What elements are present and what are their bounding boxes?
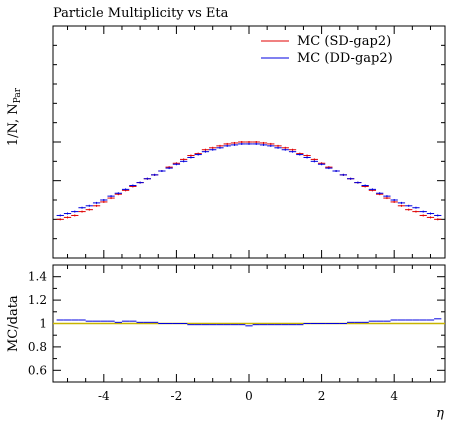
ratio-panel-points — [56, 318, 442, 327]
x-tick-label: 4 — [390, 389, 398, 403]
x-axis-ticks: -4 -2 0 2 4 — [67, 26, 431, 403]
ratio-y-tick-label: 0.8 — [28, 340, 47, 354]
x-tick-label: -2 — [171, 389, 183, 403]
x-axis-label: η — [436, 406, 444, 421]
x-tick-label: -4 — [98, 389, 110, 403]
chart-title: Particle Multiplicity vs Eta — [53, 6, 229, 21]
main-ylabel-sub: Par — [13, 87, 23, 103]
main-ylabel: 1/N, NPar — [6, 87, 23, 146]
x-tick-label: 2 — [318, 389, 326, 403]
legend: MC (SD-gap2) MC (DD-gap2) — [261, 34, 393, 66]
ratio-panel-ticks: 0.6 0.8 1 1.2 1.4 — [28, 264, 445, 383]
ratio-y-tick-label: 1.4 — [28, 270, 47, 284]
main-panel-ticks — [53, 25, 445, 259]
ratio-y-tick-label: 0.6 — [28, 363, 47, 377]
main-panel-points — [56, 141, 442, 221]
x-tick-label: 0 — [245, 389, 253, 403]
main-ylabel-main: 1/N, N — [6, 103, 21, 146]
legend-label-dd: MC (DD-gap2) — [297, 51, 393, 66]
ratio-y-tick-label: 1.2 — [28, 293, 47, 307]
legend-label-sd: MC (SD-gap2) — [297, 34, 391, 49]
ratio-ylabel: MC/data — [6, 295, 21, 352]
ratio-y-tick-label: 1 — [39, 317, 47, 331]
